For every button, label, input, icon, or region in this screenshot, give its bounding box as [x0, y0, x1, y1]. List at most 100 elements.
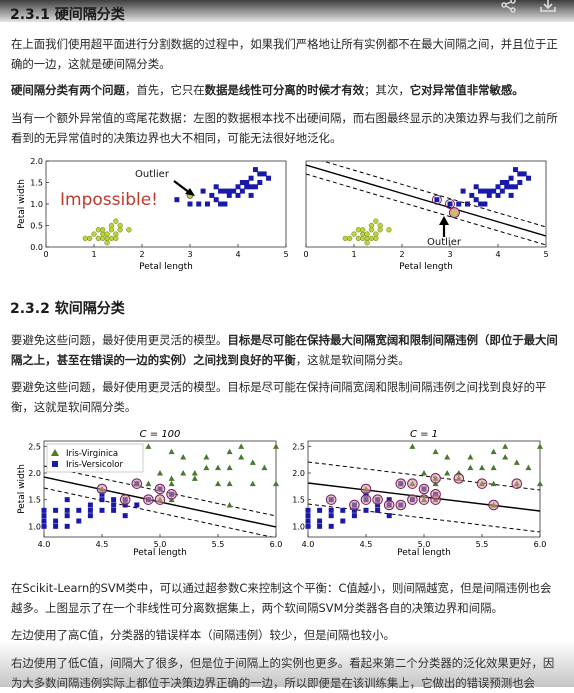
section-title-hard-margin: 2.3.1 硬间隔分类 — [10, 7, 125, 23]
data-point-versicolor — [87, 507, 93, 513]
decision-boundary — [306, 164, 546, 237]
data-point-versicolor — [64, 507, 70, 513]
data-point-virginica — [490, 448, 497, 455]
data-point-versicolor — [460, 188, 466, 194]
x-tick-label: 3 — [447, 250, 452, 259]
support-vector-ring — [383, 499, 395, 511]
data-point-virginica — [502, 454, 509, 460]
data-point-versicolor — [174, 197, 180, 203]
paragraph: 硬间隔分类有两个问题，首先，它只在数据是线性可分离的时候才有效；其次，它对异常值… — [11, 83, 524, 97]
data-point-versicolor — [434, 197, 440, 203]
data-point-virginica — [444, 454, 451, 460]
legend-marker-triangle — [51, 449, 59, 456]
data-point-setosa — [386, 227, 392, 233]
y-tick-label: 0.0 — [30, 243, 43, 252]
data-point-versicolor — [257, 171, 263, 177]
data-point-versicolor — [213, 184, 219, 190]
data-point-versicolor — [226, 188, 232, 194]
data-point-versicolor — [222, 201, 228, 207]
data-point-versicolor — [261, 171, 267, 177]
data-point-versicolor — [213, 197, 219, 203]
support-vector-ring — [476, 478, 488, 489]
data-point-versicolor — [53, 507, 59, 513]
data-point-versicolor — [266, 175, 272, 181]
data-point-versicolor — [76, 518, 82, 524]
data-point-versicolor — [521, 171, 527, 177]
data-point-versicolor — [252, 184, 258, 190]
data-point-versicolor — [76, 507, 82, 513]
data-point-virginica — [525, 464, 532, 471]
data-point-versicolor — [317, 507, 323, 513]
margin-line — [308, 503, 540, 533]
data-point-virginica — [273, 443, 279, 449]
soft-margin-figure: C = 100 4.0 4.5 5.0 5.5 6.0 1.0 1.5 2.0 2.5 Iris… — [17, 429, 546, 558]
data-point-setosa — [100, 227, 106, 233]
data-point-versicolor — [122, 513, 128, 519]
data-point-versicolor — [239, 180, 245, 185]
data-point-virginica — [226, 502, 233, 508]
data-point-versicolor — [508, 175, 514, 181]
support-vector-ring — [430, 473, 441, 484]
data-point-versicolor — [478, 201, 484, 207]
data-point-virginica — [145, 443, 152, 449]
data-point-virginica — [238, 443, 245, 449]
data-point-versicolor — [64, 497, 70, 503]
support-vector-ring — [96, 483, 108, 495]
data-point-versicolor — [328, 523, 334, 529]
data-point-versicolor — [244, 184, 250, 190]
download-icon[interactable] — [539, 0, 557, 14]
y-tick-label: 2.0 — [28, 469, 41, 478]
data-point-virginica — [537, 480, 543, 487]
data-point-versicolor — [111, 507, 117, 513]
outlier-arrow — [173, 180, 191, 194]
y-tick-label: 2.0 — [292, 469, 305, 478]
data-point-virginica — [409, 443, 416, 449]
data-point-setosa — [108, 222, 115, 229]
data-point-versicolor — [252, 167, 258, 173]
x-tick-label: 4.0 — [302, 540, 315, 549]
x-axis-label: Petal length — [139, 262, 193, 272]
data-point-versicolor — [231, 188, 237, 194]
share-icon[interactable] — [500, 0, 518, 14]
paragraph: 在Scikit-Learn的SVM类中，可以通过超参数C来控制这个平衡：C值越小… — [11, 581, 552, 615]
chart-right: 0 1 2 3 4 5 Outlier Petal length — [303, 160, 549, 272]
y-tick-label: 1.0 — [292, 522, 305, 531]
data-point-virginica — [467, 454, 474, 460]
support-vector-ring — [119, 494, 131, 505]
legend-item: Iris-Virginica — [66, 449, 118, 459]
data-point-versicolor — [226, 192, 232, 198]
data-point-setosa — [373, 218, 379, 224]
data-point-versicolor — [386, 497, 392, 503]
data-point-versicolor — [508, 192, 514, 198]
data-point-versicolor — [375, 507, 381, 513]
support-vector-ring — [395, 499, 407, 511]
data-point-setosa — [355, 227, 362, 233]
support-vector-ring — [407, 478, 418, 489]
x-tick-label: 4.5 — [96, 540, 109, 549]
data-point-versicolor — [478, 188, 484, 194]
data-point-versicolor — [235, 184, 241, 190]
x-tick-label: 2 — [139, 250, 144, 259]
data-point-versicolor — [504, 180, 510, 185]
x-axis-label: Petal length — [397, 548, 451, 558]
data-point-versicolor — [111, 502, 117, 508]
x-tick-label: 0 — [43, 250, 48, 259]
legend-box — [46, 443, 144, 473]
support-vector-ring — [154, 494, 166, 505]
data-point-setosa — [95, 235, 102, 242]
data-point-versicolor — [482, 201, 488, 207]
data-point-versicolor — [340, 507, 346, 513]
y-tick-label: 2.5 — [292, 442, 305, 451]
support-vector-ring — [453, 473, 465, 484]
chart-left: 0 1 2 3 4 5 0.0 0.5 1.0 1.5 2.0 Impossible! Outlie… — [17, 157, 289, 272]
x-axis-label: Petal length — [399, 262, 453, 272]
support-vector-ring — [395, 478, 407, 489]
paragraph: 要避免这些问题，最好使用更灵活的模型。目标是尽可能在保持最大间隔宽阔和限制间隔违… — [11, 333, 558, 367]
x-tick-label: 3 — [187, 250, 192, 259]
support-vector-ring — [407, 494, 418, 505]
support-vector-ring — [360, 483, 372, 495]
data-point-versicolor — [486, 188, 492, 194]
data-point-versicolor — [512, 184, 518, 190]
data-point-setosa — [351, 231, 357, 237]
x-tick-label: 5.0 — [154, 540, 167, 549]
